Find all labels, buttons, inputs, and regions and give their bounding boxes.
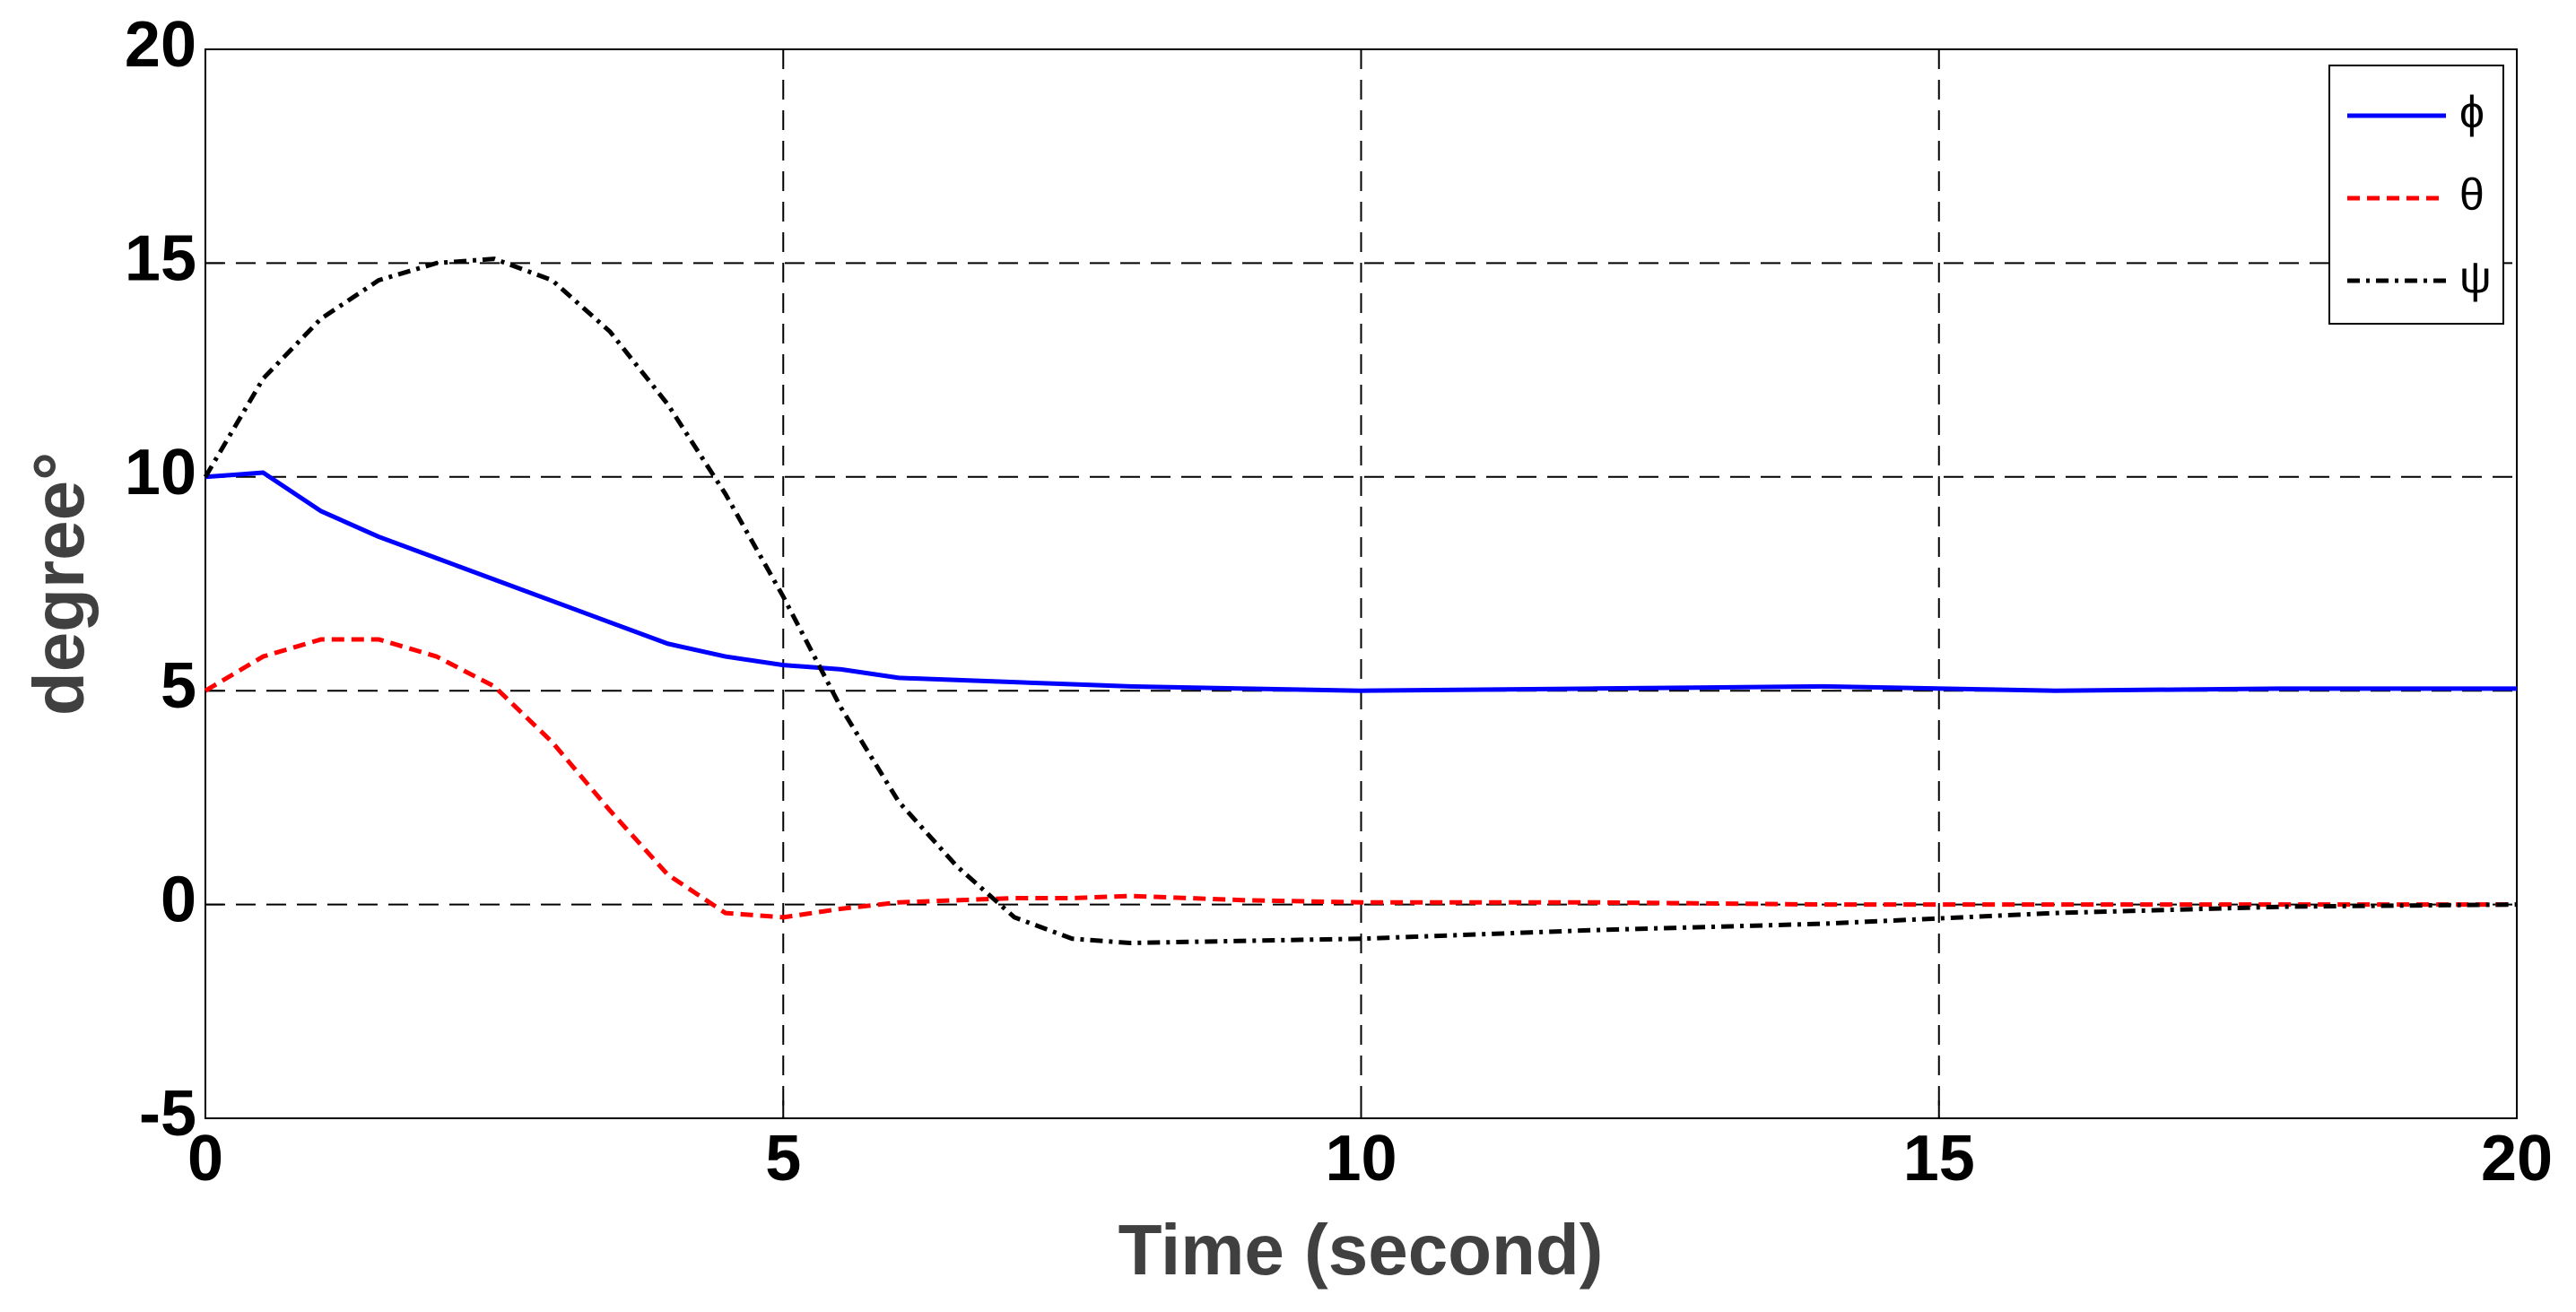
- legend-label: θ: [2459, 169, 2485, 220]
- x-tick-label: 15: [1903, 1123, 1975, 1195]
- y-tick-label: 5: [161, 650, 196, 722]
- y-tick-label: 15: [125, 222, 196, 294]
- x-tick-label: 20: [2481, 1123, 2553, 1195]
- x-tick-label: 0: [187, 1123, 223, 1195]
- x-axis-label: Time (second): [1118, 1210, 1604, 1290]
- legend-label: ψ: [2459, 252, 2492, 302]
- x-tick-label: 10: [1325, 1123, 1397, 1195]
- x-tick-label: 5: [765, 1123, 801, 1195]
- y-axis-label: degree°: [19, 452, 99, 716]
- series-line: [204, 637, 2517, 920]
- y-tick-label: 10: [125, 437, 196, 508]
- plot-frame: [205, 48, 2518, 1119]
- series-line: [203, 256, 2518, 946]
- y-tick-label: 20: [125, 9, 196, 81]
- y-tick-label: 0: [161, 865, 196, 936]
- y-tick-label: -5: [139, 1078, 196, 1150]
- legend-label: ϕ: [2459, 87, 2485, 137]
- series-line: [205, 470, 2517, 693]
